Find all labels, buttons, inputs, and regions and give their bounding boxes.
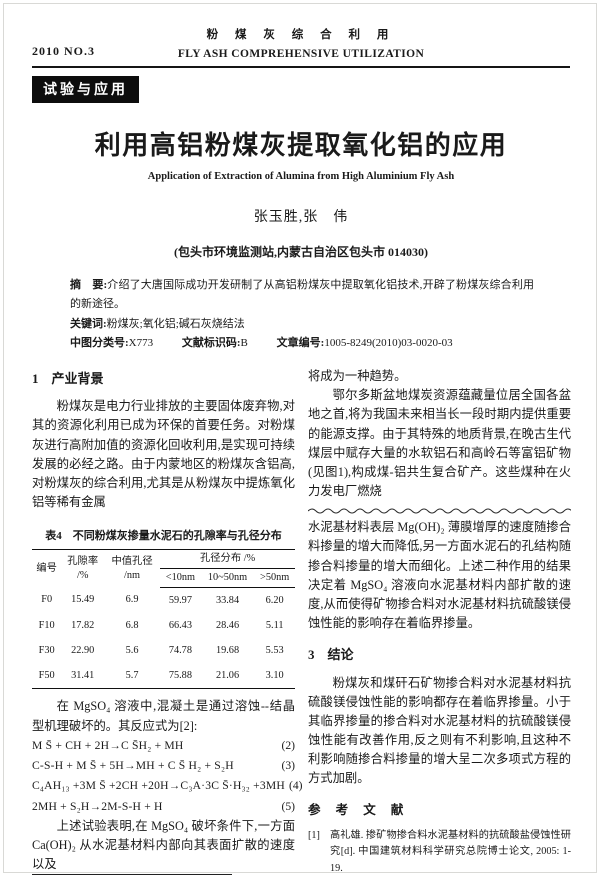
left-paragraph-2: 在 MgSO₄ 溶液中,混凝土是通过溶蚀--结晶型机理破坏的。其反应式为[2]:: [32, 699, 295, 733]
col-header-id: 编号: [36, 563, 57, 575]
equation-4: C₄AH₁₃ +3M S̄ +2CH +20H→C₃A·3C S̄·H₃₂ +3…: [32, 779, 303, 793]
section-1-heading: 1 产业背景: [32, 371, 104, 386]
table-row: F30 22.90 5.6 74.78 19.68 5.53: [38, 644, 284, 656]
left-column-footer: 收稿日期:2009-11-06 ·20· 万方数据: [32, 874, 295, 876]
abstract-line: 摘 要:介绍了大唐国际成功开发研制了从高铝粉煤灰中提取氧化铝技术,开辟了粉煤灰综…: [70, 276, 534, 315]
right-paragraph-2: 水泥基材料表层 Mg(OH)₂ 薄膜增厚的速度随掺合料掺量的增大而降低,另一方面…: [308, 520, 571, 631]
col-header-median: 中值孔径/nm: [111, 556, 153, 582]
keywords-line: 关键词:粉煤灰;氧化铝;碱石灰烧结法: [70, 315, 534, 334]
left-paragraph-3: 上述试验表明,在 MgSO₄ 破坏条件下,一方面 Ca(OH)₂ 从水泥基材料内…: [32, 818, 295, 872]
subcol-10-50: 10~50nm: [200, 568, 255, 589]
right-paragraph-1: 鄂尔多斯盆地煤炭资源蕴藏量位居全国各盆地之首,将为我国未来相当长一段时期内提供重…: [308, 388, 571, 499]
references-heading: 参 考 文 献: [308, 802, 410, 817]
article-id-value: 1005-8249(2010)03-0020-03: [324, 336, 453, 349]
right-paragraph-0: 将成为一种趋势。: [308, 369, 407, 383]
issue-number: 2010 NO.3: [32, 44, 95, 58]
clc-label: 中图分类号:: [70, 336, 129, 349]
authors: 张玉胜,张 伟: [253, 210, 349, 225]
table-4: 编号 孔隙率/% 中值孔径/nm 孔径分布 /% <10nm 10~50nm >…: [32, 549, 295, 690]
table-row: F10 17.82 6.8 66.43 28.46 5.11: [38, 619, 284, 631]
body-columns: 1 产业背景 粉煤灰是电力行业排放的主要固体废弃物,对其的资源化利用已成为环保的…: [32, 367, 571, 876]
reference-text: 高礼雄. 掺矿物掺合料水泥基材料的抗硫酸盐侵蚀性研究[d]. 中国建筑材料科学研…: [330, 830, 571, 874]
header-rule: [32, 66, 570, 68]
table-row: F50 31.41 5.7 75.88 21.06 3.10: [38, 669, 284, 681]
clc-value: X773: [128, 336, 154, 349]
col-header-distribution: 孔径分布 /%: [160, 549, 295, 570]
abstract-label: 摘 要:: [70, 279, 108, 291]
reference-item-1: [1] 高礼雄. 掺矿物掺合料水泥基材料的抗硫酸盐侵蚀性研究[d]. 中国建筑材…: [308, 828, 571, 876]
doc-code-label: 文献标识码:: [181, 336, 241, 349]
table-4-caption: 表4 不同粉煤灰掺量水泥石的孔隙率与孔径分布: [45, 530, 282, 543]
col-header-porosity: 孔隙率/%: [67, 556, 99, 582]
table-row: F0 15.49 6.9 59.97 33.84 6.20: [41, 594, 284, 606]
right-column: 将成为一种趋势。 鄂尔多斯盆地煤炭资源蕴藏量位居全国各盆地之首,将为我国未来相当…: [308, 367, 571, 876]
column-badge: 试验与应用: [32, 76, 139, 103]
left-column: 1 产业背景 粉煤灰是电力行业排放的主要固体废弃物,对其的资源化利用已成为环保的…: [32, 367, 303, 876]
doc-code-value: B: [240, 336, 248, 349]
page-header: 粉 煤 灰 综 合 利 用 2010 NO.3 FLY ASH COMPREHE…: [32, 26, 570, 103]
wavy-separator: [308, 508, 571, 514]
equation-3: C-S-H + M S̄ + 5H→MH + C S̄ H₂ + S₂H (3): [32, 759, 295, 773]
subcol-lt10: <10nm: [160, 568, 201, 589]
footnote-rule: [32, 874, 232, 876]
journal-title-cn: 粉 煤 灰 综 合 利 用: [206, 29, 396, 41]
article-title-block: 利用高铝粉煤灰提取氧化铝的应用 Application of Extractio…: [32, 125, 570, 260]
header-row: 2010 NO.3 FLY ASH COMPREHENSIVE UTILIZAT…: [32, 44, 570, 61]
article-title-cn: 利用高铝粉煤灰提取氧化铝的应用: [94, 131, 508, 160]
article-title-en: Application of Extraction of Alumina fro…: [147, 171, 455, 182]
equation-2: M S̄ + CH + 2H→C S̄H₂ + MH (2): [32, 738, 295, 752]
affiliation: (包头市环境监测站,内蒙古自治区包头市 014030): [174, 245, 428, 259]
article-meta: 摘 要:介绍了大唐国际成功开发研制了从高铝粉煤灰中提取氧化铝技术,开辟了粉煤灰综…: [70, 276, 534, 353]
conclusion-paragraph: 粉煤灰和煤矸石矿物掺合料对水泥基材料抗硫酸镁侵蚀性能的影响都存在着临界掺量。小于…: [308, 675, 571, 786]
reference-number: [1]: [308, 830, 320, 842]
section-3-heading: 3 结论: [308, 647, 354, 663]
article-id-label: 文章编号:: [276, 336, 325, 349]
journal-title-en: FLY ASH COMPREHENSIVE UTILIZATION: [177, 48, 425, 60]
classification-line: 中图分类号:X773 文献标识码:B 文章编号:1005-8249(2010)0…: [70, 334, 534, 353]
abstract-text: 介绍了大唐国际成功开发研制了从高铝粉煤灰中提取氧化铝技术,开辟了粉煤灰综合利用的…: [70, 279, 534, 311]
left-paragraph-1: 粉煤灰是电力行业排放的主要固体废弃物,对其的资源化利用已成为环保的首要任务。对粉…: [32, 399, 295, 510]
keywords-text: 粉煤灰;氧化铝;碱石灰烧结法: [106, 317, 245, 330]
keywords-label: 关键词:: [70, 317, 107, 330]
equation-5: 2MH + S₂H→2M-S-H + H (5): [32, 799, 295, 813]
section-badge-row: 试验与应用: [32, 68, 570, 103]
subcol-gt50: >50nm: [254, 568, 295, 589]
